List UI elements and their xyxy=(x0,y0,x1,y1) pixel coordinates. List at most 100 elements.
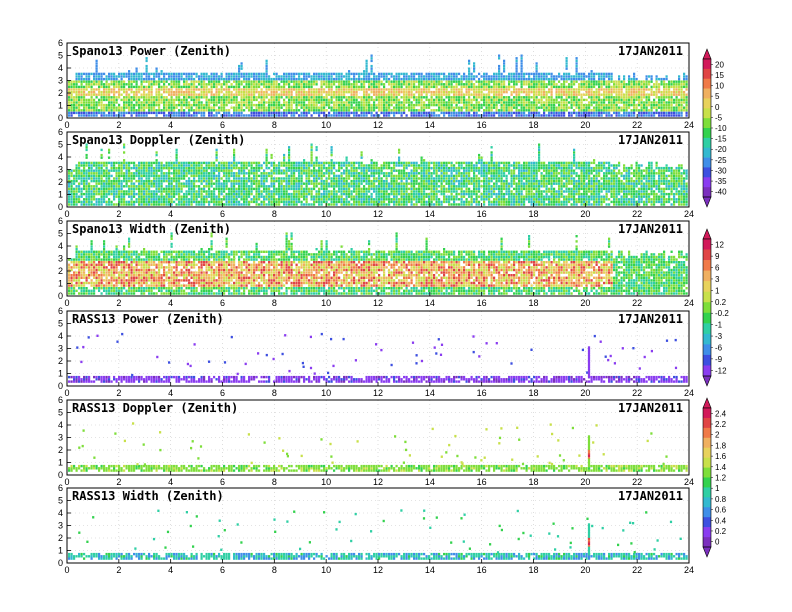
heatmap-cell xyxy=(370,54,373,57)
heatmap-cell xyxy=(68,85,71,89)
heatmap-cell xyxy=(555,75,558,78)
heatmap-cell xyxy=(100,169,103,172)
heatmap-cell xyxy=(265,72,268,76)
heatmap-cell xyxy=(155,187,158,191)
heatmap-cell xyxy=(138,203,141,206)
heatmap-cell xyxy=(615,96,618,99)
heatmap-cell xyxy=(623,114,626,117)
heatmap-cell xyxy=(200,174,203,178)
heatmap-cell xyxy=(195,174,198,178)
heatmap-cell xyxy=(245,103,248,107)
heatmap-cell xyxy=(73,101,76,104)
heatmap-cell xyxy=(630,98,633,102)
heatmap-cell xyxy=(675,96,678,99)
heatmap-cell xyxy=(213,98,216,102)
heatmap-cell xyxy=(110,190,113,193)
heatmap-cell xyxy=(148,172,151,175)
heatmap-cell xyxy=(405,72,408,76)
heatmap-cell xyxy=(338,77,341,81)
heatmap-cell xyxy=(478,72,481,76)
heatmap-cell xyxy=(338,98,341,102)
heatmap-cell xyxy=(138,161,141,165)
heatmap-cell xyxy=(275,106,278,109)
heatmap-cell xyxy=(465,90,468,94)
heatmap-cell xyxy=(400,96,403,99)
heatmap-cell xyxy=(158,161,161,165)
heatmap-cell xyxy=(210,83,213,86)
heatmap-cell xyxy=(135,70,138,73)
heatmap-cell xyxy=(565,62,568,65)
heatmap-cell xyxy=(125,179,128,183)
heatmap-cell xyxy=(463,75,466,78)
heatmap-cell xyxy=(75,98,78,102)
heatmap-cell xyxy=(340,101,343,104)
heatmap-cell xyxy=(555,109,558,112)
heatmap-cell xyxy=(160,169,163,172)
heatmap-cell xyxy=(535,75,538,78)
heatmap-cell xyxy=(243,161,246,165)
heatmap-cell xyxy=(380,103,383,107)
heatmap-cell xyxy=(498,111,501,115)
heatmap-cell xyxy=(250,187,253,191)
heatmap-cell xyxy=(680,103,683,107)
heatmap-cell xyxy=(115,172,118,175)
heatmap-cell xyxy=(393,106,396,109)
heatmap-cell xyxy=(670,109,673,112)
heatmap-cell xyxy=(495,103,498,107)
heatmap-cell xyxy=(640,83,643,86)
heatmap-cell xyxy=(78,103,81,107)
heatmap-cell xyxy=(518,111,521,115)
heatmap-cell xyxy=(78,195,81,198)
heatmap-cell xyxy=(328,88,331,91)
heatmap-cell xyxy=(503,75,506,78)
heatmap-cell xyxy=(290,80,293,83)
heatmap-cell xyxy=(158,179,161,183)
heatmap-cell xyxy=(620,90,623,94)
heatmap-cell xyxy=(338,75,341,78)
heatmap-cell xyxy=(643,83,646,86)
heatmap-cell xyxy=(500,111,503,115)
heatmap-cell xyxy=(435,103,438,107)
heatmap-cell xyxy=(428,75,431,78)
heatmap-cell xyxy=(345,72,348,76)
heatmap-cell xyxy=(583,88,586,91)
heatmap-cell xyxy=(388,93,391,96)
heatmap-cell xyxy=(365,67,368,70)
heatmap-cell xyxy=(405,96,408,99)
heatmap-cell xyxy=(605,90,608,94)
heatmap-cell xyxy=(423,109,426,112)
heatmap-cell xyxy=(260,101,263,104)
heatmap-cell xyxy=(518,98,521,102)
heatmap-cell xyxy=(153,185,156,188)
heatmap-cell xyxy=(88,111,91,115)
heatmap-cell xyxy=(485,106,488,109)
heatmap-cell xyxy=(410,93,413,96)
heatmap-cell xyxy=(88,93,91,96)
heatmap-cell xyxy=(520,101,523,104)
heatmap-cell xyxy=(378,96,381,99)
heatmap-cell xyxy=(208,80,211,83)
heatmap-cell xyxy=(533,93,536,96)
heatmap-cell xyxy=(180,88,183,91)
heatmap-cell xyxy=(133,98,136,102)
heatmap-cell xyxy=(85,187,88,191)
heatmap-cell xyxy=(200,172,203,175)
heatmap-cell xyxy=(295,80,298,83)
heatmap-cell xyxy=(583,85,586,89)
heatmap-cell xyxy=(310,80,313,83)
heatmap-cell xyxy=(405,80,408,83)
heatmap-cell xyxy=(520,62,523,65)
heatmap-cell xyxy=(385,101,388,104)
heatmap-cell xyxy=(400,111,403,115)
heatmap-cell xyxy=(588,72,591,76)
heatmap-cell xyxy=(113,182,116,185)
heatmap-cell xyxy=(483,98,486,102)
heatmap-cell xyxy=(110,182,113,185)
heatmap-cell xyxy=(460,93,463,96)
heatmap-cell xyxy=(263,111,266,115)
heatmap-cell xyxy=(658,114,661,117)
heatmap-cell xyxy=(340,93,343,96)
heatmap-cell xyxy=(268,88,271,91)
heatmap-cell xyxy=(503,59,506,63)
heatmap-cell xyxy=(100,77,103,81)
